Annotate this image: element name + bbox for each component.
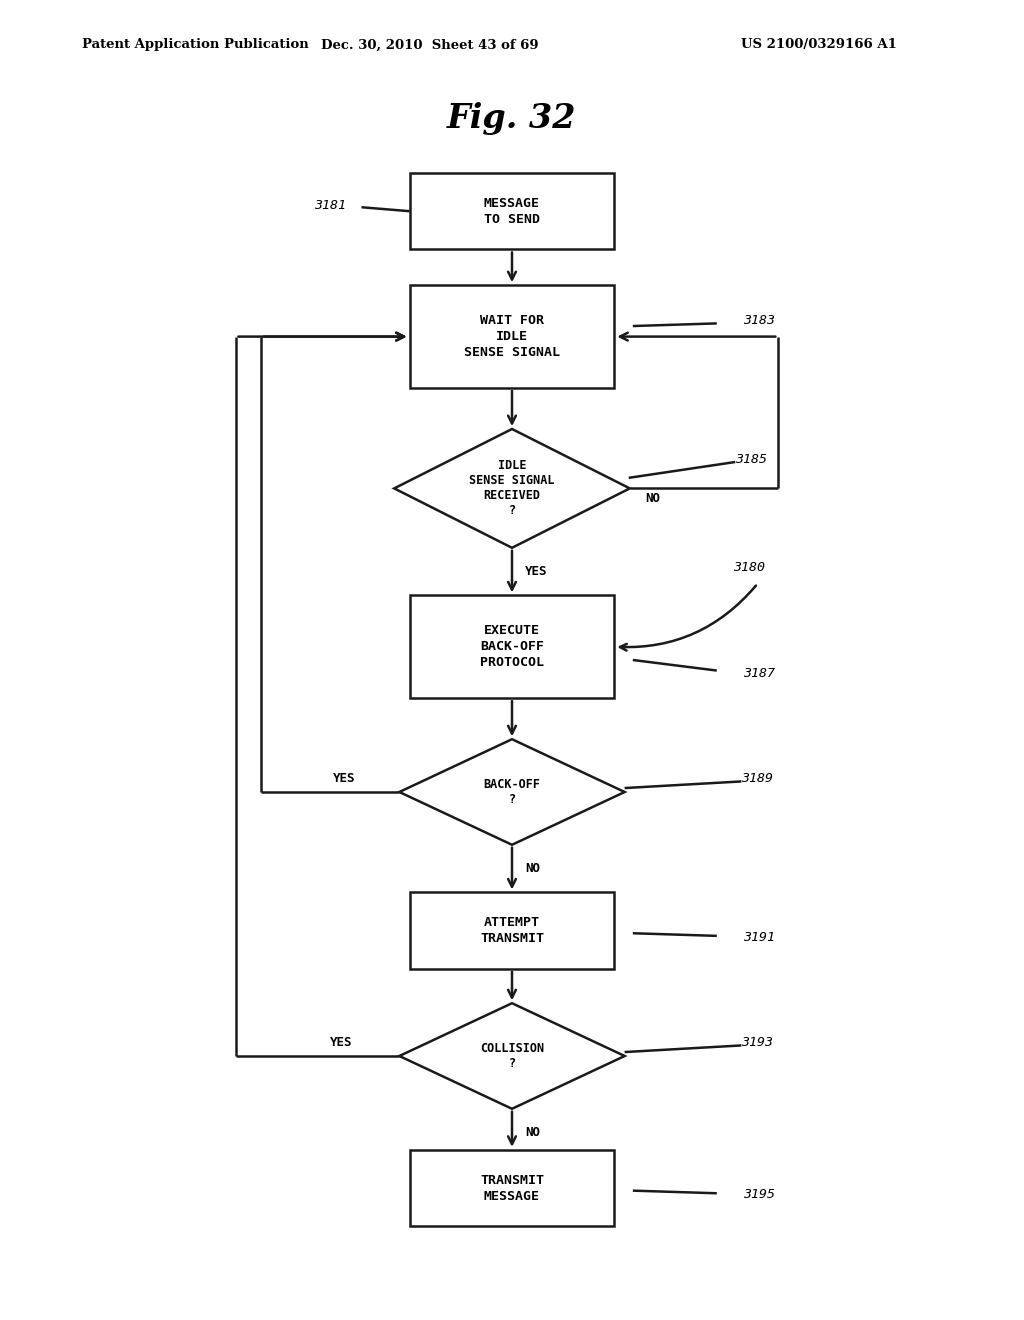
Text: NO: NO	[645, 492, 660, 506]
Text: NO: NO	[525, 862, 541, 875]
Text: YES: YES	[333, 772, 355, 785]
Text: EXECUTE
BACK-OFF
PROTOCOL: EXECUTE BACK-OFF PROTOCOL	[480, 624, 544, 669]
Text: 3185: 3185	[735, 453, 767, 466]
Text: 3193: 3193	[741, 1036, 773, 1049]
FancyBboxPatch shape	[410, 595, 614, 698]
Text: IDLE
SENSE SIGNAL
RECEIVED
?: IDLE SENSE SIGNAL RECEIVED ?	[469, 459, 555, 517]
Text: Dec. 30, 2010  Sheet 43 of 69: Dec. 30, 2010 Sheet 43 of 69	[322, 38, 539, 51]
Text: MESSAGE
TO SEND: MESSAGE TO SEND	[484, 197, 540, 226]
Text: TRANSMIT
MESSAGE: TRANSMIT MESSAGE	[480, 1173, 544, 1203]
Text: Fig. 32: Fig. 32	[447, 103, 577, 135]
Text: ATTEMPT
TRANSMIT: ATTEMPT TRANSMIT	[480, 916, 544, 945]
FancyBboxPatch shape	[410, 1150, 614, 1226]
Text: US 2100/0329166 A1: US 2100/0329166 A1	[741, 38, 897, 51]
Text: 3195: 3195	[743, 1188, 775, 1201]
Text: 3191: 3191	[743, 931, 775, 944]
Text: COLLISION
?: COLLISION ?	[480, 1041, 544, 1071]
Text: 3187: 3187	[743, 667, 775, 680]
Polygon shape	[399, 1003, 625, 1109]
FancyBboxPatch shape	[410, 892, 614, 969]
FancyBboxPatch shape	[410, 285, 614, 388]
Text: WAIT FOR
IDLE
SENSE SIGNAL: WAIT FOR IDLE SENSE SIGNAL	[464, 314, 560, 359]
Text: Patent Application Publication: Patent Application Publication	[82, 38, 308, 51]
Text: BACK-OFF
?: BACK-OFF ?	[483, 777, 541, 807]
Polygon shape	[399, 739, 625, 845]
FancyBboxPatch shape	[410, 173, 614, 249]
Text: 3183: 3183	[743, 314, 775, 327]
Text: 3180: 3180	[733, 561, 765, 574]
Text: 3189: 3189	[741, 772, 773, 785]
Text: YES: YES	[330, 1036, 352, 1049]
Polygon shape	[394, 429, 630, 548]
Text: 3181: 3181	[314, 199, 346, 213]
Text: YES: YES	[525, 565, 548, 578]
Text: NO: NO	[525, 1126, 541, 1139]
